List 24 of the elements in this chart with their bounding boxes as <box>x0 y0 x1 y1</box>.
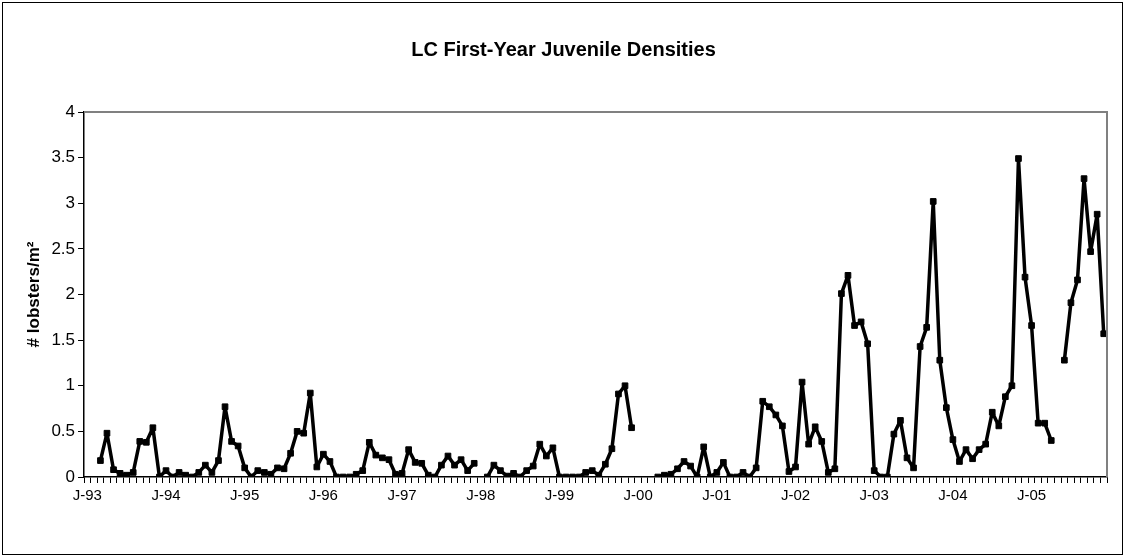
x-tick-label: J-96 <box>308 486 338 504</box>
x-tick-label: J-98 <box>466 486 496 504</box>
x-tick-label: J-05 <box>1017 486 1047 504</box>
x-tick-label: J-01 <box>702 486 732 504</box>
y-tick-label: 1.5 <box>51 329 76 349</box>
y-tick-label: 0 <box>65 466 76 486</box>
x-tick-label: J-99 <box>544 486 575 504</box>
y-tick-label: 0.5 <box>51 421 76 441</box>
x-tick-label: J-93 <box>72 486 102 504</box>
x-tick-label: J-02 <box>780 486 811 504</box>
y-axis-title: # lobsters/m² <box>23 241 43 348</box>
x-tick-label: J-00 <box>623 486 653 504</box>
x-tick-label: J-97 <box>387 486 417 504</box>
y-tick-label: 3 <box>65 192 76 212</box>
y-tick-label: 2 <box>65 284 76 304</box>
chart-title: LC First-Year Juvenile Densities <box>411 37 716 60</box>
x-tick-label: J-95 <box>230 486 260 504</box>
y-tick-label: 4 <box>65 101 76 121</box>
y-tick-label: 3.5 <box>51 147 76 167</box>
y-tick-label: 1 <box>65 375 76 395</box>
y-tick-label: 2.5 <box>51 238 76 258</box>
x-tick-label: J-03 <box>859 486 889 504</box>
x-tick-label: J-94 <box>151 486 181 504</box>
x-tick-label: J-04 <box>938 486 968 504</box>
